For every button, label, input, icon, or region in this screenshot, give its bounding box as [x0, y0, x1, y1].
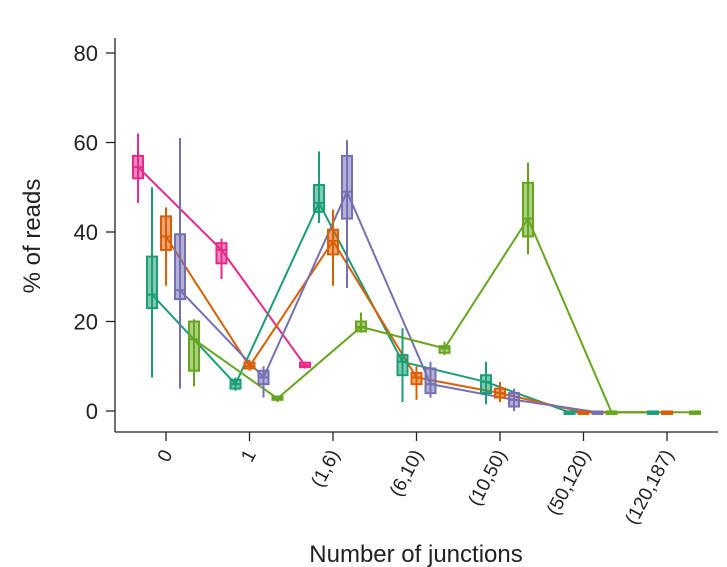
box: [424, 361, 437, 398]
box-body: [188, 320, 200, 372]
box-body: [341, 154, 353, 220]
box-body: [146, 255, 158, 310]
box-body: [174, 233, 186, 301]
box: [494, 381, 506, 403]
box: [327, 209, 339, 286]
y-tick-label: 60: [74, 131, 98, 156]
box: [146, 187, 158, 378]
box: [215, 238, 228, 279]
box-body: [480, 374, 492, 395]
box: [188, 319, 200, 387]
box: [257, 366, 270, 398]
box: [522, 162, 534, 255]
series-boxes: [132, 133, 701, 415]
box: [508, 388, 520, 411]
box: [229, 377, 242, 391]
x-tick-label: 0: [154, 446, 178, 465]
box: [480, 361, 492, 405]
y-axis-title: % of reads: [19, 179, 46, 294]
box-body: [522, 181, 534, 238]
x-tick-label: (120,187): [622, 446, 679, 528]
box: [410, 366, 423, 400]
y-tick-label: 40: [74, 220, 98, 245]
box: [661, 410, 673, 415]
box: [174, 138, 186, 389]
series-line: [179, 189, 598, 414]
box: [355, 312, 367, 333]
box: [271, 395, 284, 403]
box-body: [396, 354, 409, 377]
y-tick-label: 20: [74, 310, 98, 335]
box: [689, 410, 701, 415]
box: [396, 328, 409, 403]
box-body: [313, 184, 325, 213]
y-tick-label: 0: [86, 399, 98, 424]
y-tick-label: 80: [74, 41, 98, 66]
box: [313, 151, 325, 224]
y-ticks: 0 20 40 60 80: [74, 41, 115, 424]
box: [577, 410, 590, 415]
box-body: [327, 228, 339, 256]
x-tick-label: 1: [237, 446, 261, 465]
box: [563, 410, 576, 415]
box: [299, 361, 311, 369]
box: [438, 341, 451, 356]
x-tick-label: (50,120): [543, 446, 595, 518]
x-tick-label: (1,6): [308, 446, 345, 490]
box: [341, 140, 353, 288]
x-tick-label: (6,10): [386, 446, 428, 500]
axes: 0 20 40 60 80 0 1 (1,6) (6,10) (10,50) (50,120) (1…: [74, 38, 718, 528]
box: [160, 207, 172, 286]
box: [605, 410, 618, 415]
x-ticks: 0 1 (1,6) (6,10) (10,50) (50,120) (120,187): [154, 432, 679, 528]
box: [132, 133, 144, 203]
x-tick-label: (10,50): [465, 446, 512, 509]
box: [591, 410, 604, 415]
box: [243, 359, 256, 371]
box-body: [410, 371, 423, 386]
box-body: [160, 215, 172, 251]
x-axis-title: Number of junctions: [309, 541, 522, 567]
box-body: [438, 345, 451, 354]
box-body: [215, 242, 228, 265]
box-body: [424, 367, 437, 395]
box: [647, 410, 659, 415]
